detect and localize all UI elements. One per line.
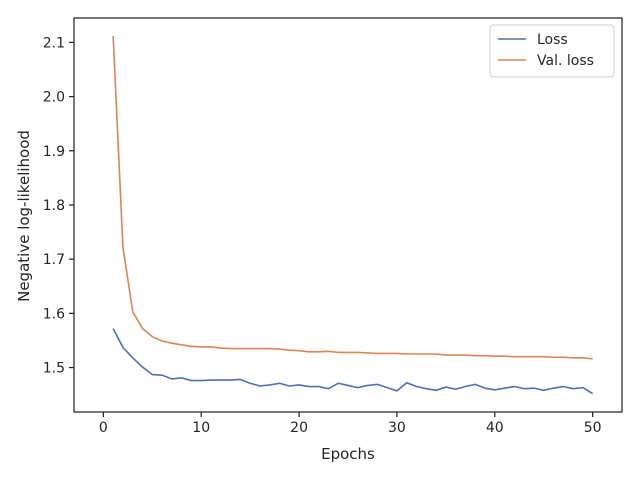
series-line-1 xyxy=(112,35,593,360)
y-tick-label: 2.1 xyxy=(43,35,65,51)
series-line-0 xyxy=(112,328,594,395)
legend-box xyxy=(489,24,615,78)
x-tick-label: 0 xyxy=(99,420,108,436)
y-tick-label: 1.5 xyxy=(43,361,65,377)
x-tick-label: 50 xyxy=(584,420,602,436)
axis-ticks: 0 10 20 30 40 50 1.5 1.6 1.7 1.8 1.9 2.0 2.1 xyxy=(43,35,602,436)
x-tick-label: 30 xyxy=(388,420,406,436)
y-tick-label: 1.7 xyxy=(43,252,65,268)
y-tick-label: 1.9 xyxy=(43,144,65,160)
x-tick-label: 40 xyxy=(486,420,504,436)
legend-label-1: Val. loss xyxy=(537,53,594,69)
legend-label-0: Loss xyxy=(537,32,568,48)
legend: Loss Val. loss xyxy=(489,24,615,78)
y-tick-label: 2.0 xyxy=(43,90,65,106)
x-tick-label: 20 xyxy=(290,420,308,436)
series-lines xyxy=(112,35,594,395)
y-axis-label: Negative log-likelihood xyxy=(15,130,33,302)
y-tick-label: 1.6 xyxy=(43,306,65,322)
plot-frame xyxy=(73,17,623,413)
y-tick-label: 1.8 xyxy=(43,198,65,214)
x-tick-label: 10 xyxy=(192,420,210,436)
x-axis-label: Epochs xyxy=(321,445,375,463)
